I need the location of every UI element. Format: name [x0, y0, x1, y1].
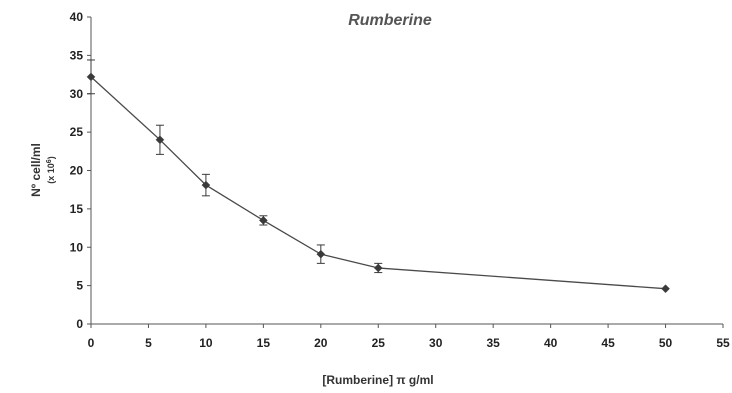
data-point	[201, 180, 211, 190]
series-line	[90, 76, 666, 290]
y-tick-label: 15	[70, 202, 84, 216]
y-tick-label: 35	[70, 48, 84, 62]
axes	[90, 17, 723, 325]
x-axis-label: [Rumberine] π g/ml	[322, 373, 433, 387]
y-axis-unit-suffix: )	[46, 156, 56, 159]
x-tick-label: 5	[145, 336, 152, 350]
x-tick-label: 15	[257, 336, 271, 350]
y-tick-label: 25	[70, 125, 84, 139]
data-point	[373, 263, 383, 273]
data-point	[259, 216, 268, 225]
x-tick-label: 30	[429, 336, 443, 350]
y-axis-unit-exponent: 6	[46, 159, 53, 163]
series	[86, 59, 670, 294]
x-tick-label: 45	[601, 336, 615, 350]
x-tick-label: 10	[199, 336, 213, 350]
y-axis-unit: (x 106)	[46, 156, 57, 183]
x-tick-label: 0	[88, 336, 95, 350]
y-tick-label: 20	[70, 164, 84, 178]
chart-title: Rumberine	[348, 12, 432, 29]
x-tick-label: 25	[372, 336, 386, 350]
y-axis-label-group: Nº cell/ml	[29, 143, 43, 197]
data-point	[86, 72, 96, 82]
data-point	[155, 135, 165, 145]
y-tick-label: 0	[76, 317, 83, 331]
data-point	[661, 284, 670, 294]
data-point	[316, 249, 326, 259]
y-tick-label: 30	[70, 87, 84, 101]
y-tick-label: 10	[70, 240, 84, 254]
y-axis-label: Nº cell/ml	[29, 143, 43, 197]
y-axis-unit-prefix: (x 10	[46, 163, 56, 184]
x-tick-label: 50	[659, 336, 673, 350]
x-tick-label: 55	[716, 336, 730, 350]
x-tick-label: 20	[314, 336, 328, 350]
y-tick-label: 5	[76, 279, 83, 293]
y-axis-unit-group: (x 106)	[46, 156, 57, 183]
x-tick-label: 40	[544, 336, 558, 350]
y-tick-label: 40	[70, 10, 84, 24]
x-tick-label: 35	[487, 336, 501, 350]
ticks: 0 5 10 15 20 25 30 35 40 45 50 55 0 5 10 15 20 25 30 35 40	[70, 10, 730, 350]
